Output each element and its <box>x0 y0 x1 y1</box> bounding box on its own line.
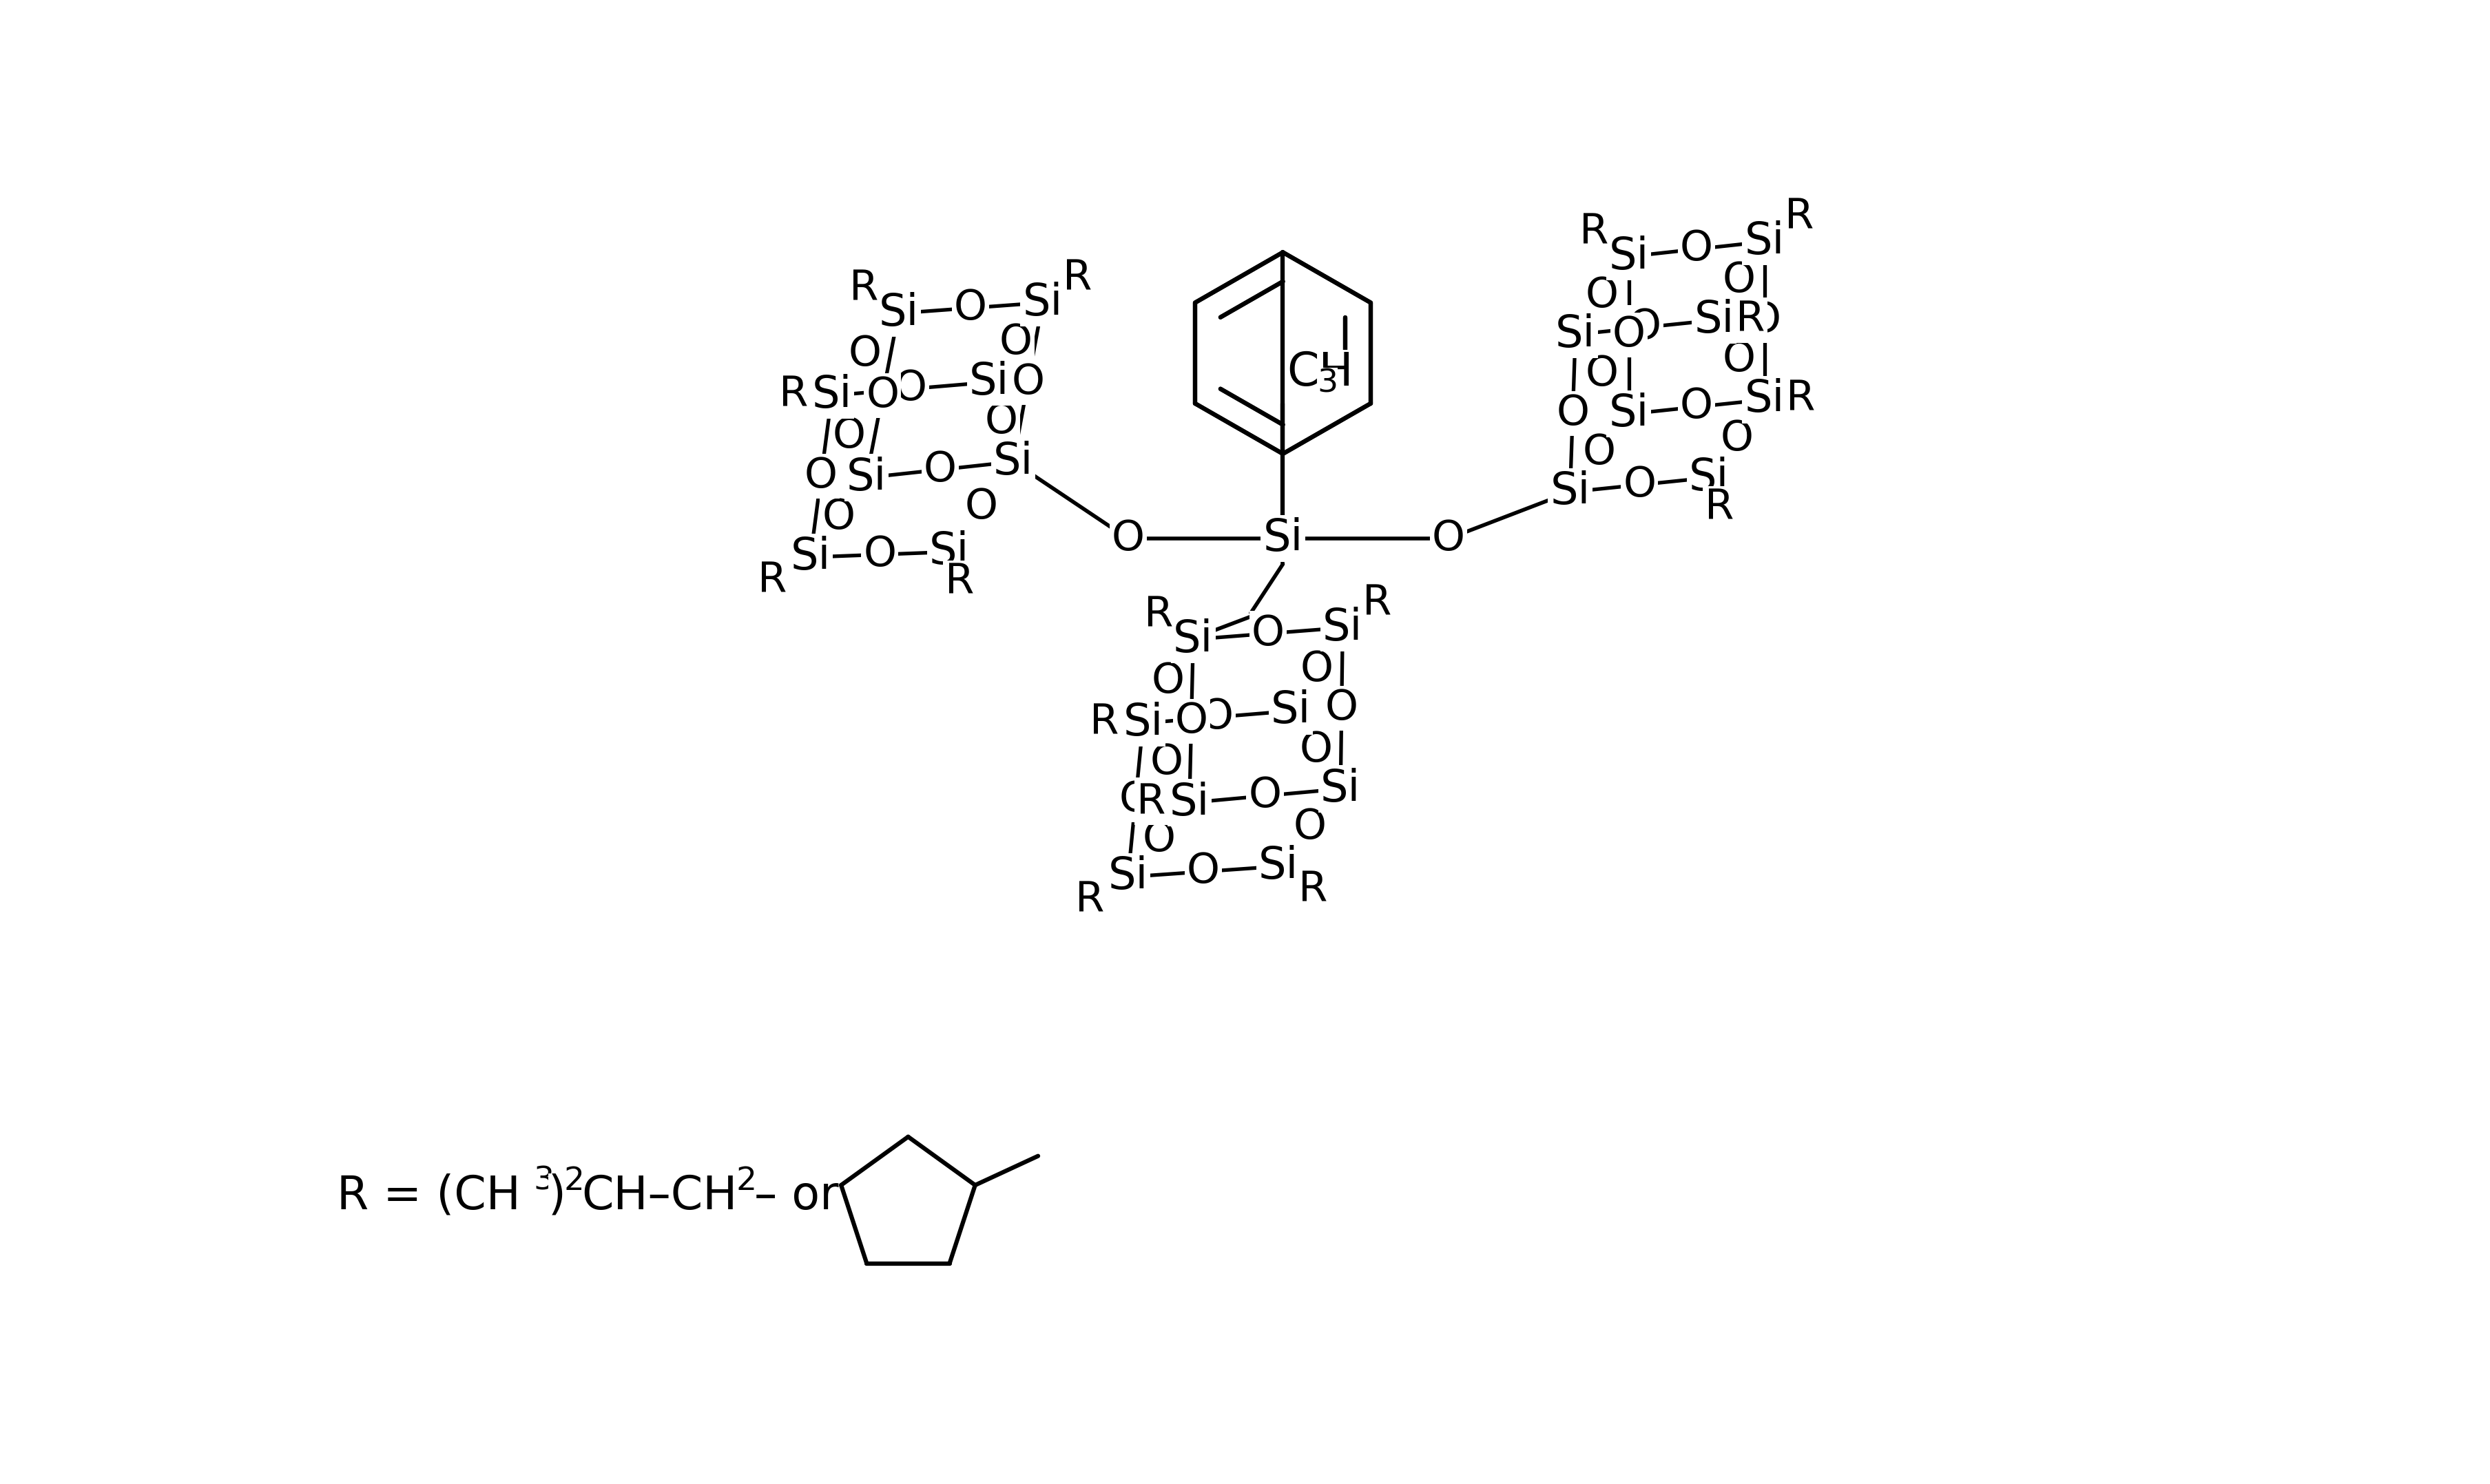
Text: Si: Si <box>1023 282 1063 324</box>
Text: O: O <box>1150 742 1183 784</box>
Text: Si: Si <box>789 536 829 579</box>
Text: R: R <box>1091 703 1118 743</box>
Text: O: O <box>832 416 867 457</box>
Text: ): ) <box>548 1174 565 1218</box>
Text: Si: Si <box>1173 617 1213 660</box>
Text: O: O <box>1681 386 1713 427</box>
Text: – or: – or <box>754 1174 839 1218</box>
Text: O: O <box>864 534 896 574</box>
Text: O: O <box>822 497 854 537</box>
Text: O: O <box>1143 819 1175 861</box>
Text: Si: Si <box>1688 456 1728 499</box>
Text: Si: Si <box>1257 844 1297 887</box>
Text: O: O <box>849 334 881 374</box>
Text: O: O <box>1723 340 1755 380</box>
Text: Si: Si <box>1322 607 1362 649</box>
Text: Si: Si <box>1693 298 1733 341</box>
Text: R: R <box>757 561 787 601</box>
Text: Si: Si <box>1609 393 1648 435</box>
Text: O: O <box>1623 464 1656 505</box>
Text: R: R <box>1706 488 1733 528</box>
Text: Si: Si <box>969 361 1008 404</box>
Text: O: O <box>1432 518 1464 559</box>
Text: O: O <box>964 487 998 527</box>
Text: O: O <box>1748 300 1780 341</box>
Text: R: R <box>1135 782 1165 824</box>
Text: O: O <box>894 368 926 410</box>
Text: O: O <box>1628 307 1661 347</box>
Text: O: O <box>1111 518 1145 559</box>
Text: Si: Si <box>812 374 852 417</box>
Text: R: R <box>1076 880 1103 922</box>
Text: O: O <box>1556 393 1589 433</box>
Text: O: O <box>1250 613 1285 654</box>
Text: Si: Si <box>1743 220 1783 263</box>
Text: R: R <box>779 375 807 416</box>
Text: Si: Si <box>1108 856 1148 898</box>
Text: Si: Si <box>1270 690 1310 732</box>
Text: R: R <box>1785 380 1815 420</box>
Text: R: R <box>1362 583 1392 625</box>
Text: O: O <box>1011 362 1043 402</box>
Text: O: O <box>998 322 1033 362</box>
Text: Si: Si <box>879 292 919 334</box>
Text: R = (CH: R = (CH <box>336 1174 520 1218</box>
Text: O: O <box>1175 700 1208 742</box>
Text: O: O <box>1300 649 1332 690</box>
Text: O: O <box>1681 229 1713 270</box>
Text: Si: Si <box>1609 234 1648 278</box>
Text: Si: Si <box>1262 518 1302 559</box>
Text: 3: 3 <box>533 1166 553 1196</box>
Text: R: R <box>946 562 974 603</box>
Text: 2: 2 <box>563 1166 585 1196</box>
Text: O: O <box>924 450 956 490</box>
Text: O: O <box>1586 275 1618 316</box>
Text: R: R <box>1063 258 1091 300</box>
Text: O: O <box>1111 518 1145 559</box>
Text: Si: Si <box>1170 782 1210 824</box>
Text: O: O <box>954 288 986 328</box>
Text: O: O <box>1300 730 1332 770</box>
Text: 2: 2 <box>737 1166 757 1196</box>
Text: O: O <box>1432 518 1464 559</box>
Text: Si: Si <box>1549 470 1589 513</box>
Text: O: O <box>1611 315 1646 356</box>
Text: O: O <box>804 456 837 497</box>
Text: R: R <box>1783 197 1813 237</box>
Text: O: O <box>1200 697 1233 738</box>
Text: O: O <box>1292 807 1325 847</box>
Text: O: O <box>1721 418 1753 459</box>
Text: Si: Si <box>1262 518 1302 559</box>
Text: O: O <box>1247 776 1282 816</box>
Text: Si: Si <box>929 531 969 573</box>
Text: O: O <box>1325 689 1357 729</box>
Text: Si: Si <box>994 441 1033 484</box>
Text: R: R <box>849 269 879 310</box>
Text: R: R <box>1579 212 1609 252</box>
Text: O: O <box>1118 779 1153 821</box>
Text: O: O <box>867 375 899 416</box>
Text: Si: Si <box>1554 313 1596 356</box>
Text: R: R <box>1736 300 1765 340</box>
Text: CH: CH <box>1287 350 1352 395</box>
Text: 3: 3 <box>1317 368 1337 399</box>
Text: CH–CH: CH–CH <box>580 1174 737 1218</box>
Text: Si: Si <box>1123 702 1163 745</box>
Text: O: O <box>1586 355 1618 395</box>
Text: O: O <box>1188 852 1220 892</box>
Text: R: R <box>1297 870 1327 911</box>
Text: O: O <box>1584 433 1616 473</box>
Text: O: O <box>1150 660 1185 702</box>
Text: Si: Si <box>847 456 886 499</box>
Text: R: R <box>1143 595 1173 635</box>
Text: O: O <box>1723 261 1755 301</box>
Text: Si: Si <box>1743 378 1783 421</box>
Text: Si: Si <box>1320 767 1360 810</box>
Text: O: O <box>984 402 1018 442</box>
